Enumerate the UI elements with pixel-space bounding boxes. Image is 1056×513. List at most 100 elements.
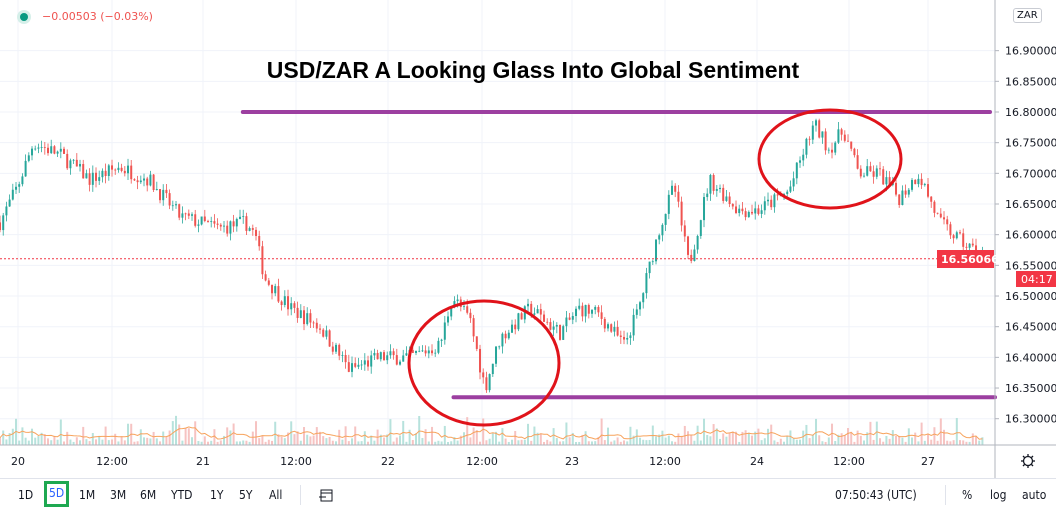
volume-bar (946, 440, 949, 445)
candle-body (904, 190, 907, 195)
legend: −0.00503 (−0.03%) (20, 10, 153, 23)
candle-body (706, 193, 709, 198)
volume-bar (459, 435, 462, 445)
candle-body (703, 197, 706, 221)
candle-body (923, 184, 926, 186)
percent-toggle[interactable]: % (962, 488, 973, 502)
candle-body (194, 214, 197, 226)
volume-bar (351, 438, 354, 445)
volume-bar (485, 440, 488, 445)
candle-body (235, 218, 238, 227)
candle-body (623, 336, 626, 340)
bottom-toolbar: 1D 5D 1M 3M 6M YTD 1Y 5Y All 07:50:43 (U… (0, 478, 1056, 513)
volume-bar (952, 440, 955, 445)
utc-clock[interactable]: 07:50:43 (UTC) (835, 488, 917, 502)
candle-body (591, 309, 594, 314)
x-tick-label: 21 (196, 455, 210, 468)
volume-bar (95, 439, 98, 445)
volume-bar (114, 433, 117, 445)
auto-toggle[interactable]: auto (1022, 488, 1047, 502)
circle-annotation-low[interactable] (407, 299, 561, 427)
volume-bar (911, 437, 914, 445)
candle-body (133, 179, 136, 181)
range-1m[interactable]: 1M (79, 488, 96, 502)
volume-bar (146, 437, 149, 445)
candle-body (123, 170, 126, 174)
last-price-badge (937, 250, 994, 268)
volume-bar (696, 425, 699, 445)
volume-bar (479, 441, 482, 445)
range-5d[interactable]: 5D (43, 481, 70, 507)
candle-body (642, 293, 645, 303)
candle-body (709, 175, 712, 194)
candle-body (959, 232, 962, 234)
volume-bar (395, 437, 398, 445)
volume-bar (389, 419, 392, 445)
volume-bar (274, 421, 277, 445)
candle-body (578, 305, 581, 309)
volume-bar (402, 420, 405, 445)
volume-bar (434, 441, 437, 445)
price-chart[interactable]: USD/ZAR A Looking Glass Into Global Sent… (0, 0, 1056, 478)
range-3m[interactable]: 3M (110, 488, 127, 502)
candle-body (648, 261, 651, 274)
volume-bar (607, 427, 610, 445)
candle-body (117, 167, 120, 171)
range-ytd[interactable]: YTD (171, 488, 193, 502)
log-toggle[interactable]: log (990, 488, 1007, 502)
candle-body (731, 203, 734, 207)
candle-body (59, 148, 62, 152)
range-5y[interactable]: 5Y (239, 488, 253, 502)
candle-body (280, 301, 283, 306)
candle-body (824, 131, 827, 151)
candle-body (831, 149, 834, 153)
volume-bar (8, 433, 11, 445)
volume-bar (277, 434, 280, 445)
volume-bar (754, 431, 757, 445)
volume-bar (667, 435, 670, 445)
volume-bar (79, 440, 82, 445)
volume-bar (581, 434, 584, 445)
candle-body (719, 187, 722, 190)
volume-bar (184, 427, 187, 445)
volume-bar (722, 433, 725, 445)
range-6m[interactable]: 6M (140, 488, 157, 502)
volume-bar (226, 427, 229, 445)
range-all[interactable]: All (269, 488, 283, 502)
candle-body (34, 148, 37, 150)
currency-badge[interactable]: ZAR (1013, 8, 1042, 23)
candle-body (184, 213, 187, 215)
volume-bar (392, 441, 395, 445)
candle-body (319, 328, 322, 330)
volume-bar (731, 431, 734, 445)
candle-body (386, 355, 389, 361)
y-tick-label: 16.50000 (1005, 290, 1056, 303)
volume-bar (882, 441, 885, 445)
x-tick-label: 23 (565, 455, 579, 468)
y-tick-label: 16.65000 (1005, 198, 1056, 211)
calendar-goto-icon[interactable] (318, 487, 334, 503)
price-axis[interactable]: 16.30000 16.35000 16.40000 16.45000 16.50000… (995, 45, 1056, 426)
x-tick-label: 22 (381, 455, 395, 468)
volume-bar (853, 441, 856, 445)
volume-bar (37, 436, 40, 445)
candle-body (747, 211, 750, 218)
range-1d[interactable]: 1D (18, 488, 34, 502)
candle-body (728, 196, 731, 204)
volume-bar (568, 437, 571, 445)
gear-icon[interactable] (1021, 454, 1035, 468)
candle-body (219, 224, 222, 227)
volume-bar (786, 436, 789, 445)
circle-annotation-high[interactable] (757, 108, 903, 210)
volume-bar (47, 438, 50, 445)
volume-bar (472, 427, 475, 445)
volume-bar (757, 428, 760, 445)
volume-bar (811, 434, 814, 445)
candle-body (63, 148, 66, 154)
range-1y[interactable]: 1Y (210, 488, 224, 502)
volume-bar (219, 440, 222, 445)
volume-bar (850, 431, 853, 445)
time-axis[interactable]: 20 12:00 21 12:00 22 12:00 23 12:00 24 12:00 27 (11, 455, 935, 468)
candle-body (376, 352, 379, 360)
x-tick-label: 12:00 (649, 455, 681, 468)
